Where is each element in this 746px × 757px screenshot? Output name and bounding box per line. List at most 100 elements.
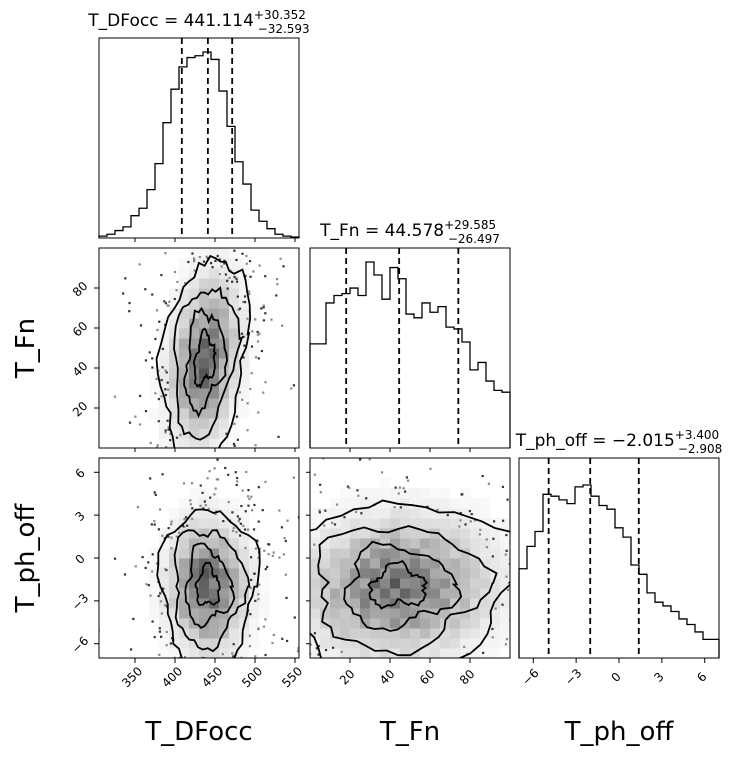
sample-point [262,630,264,632]
sample-point [214,259,217,263]
sample-point [505,549,508,552]
density-cell [430,508,441,519]
density-cell [209,288,220,299]
density-cell [370,618,381,629]
density-cell [149,388,160,399]
density-cell [460,638,471,649]
sample-point [410,694,412,696]
density-cell [400,638,411,649]
sample-point [202,260,206,263]
density-cell [179,388,190,399]
scatter-panel-T_Fn-T_ph_off [221,457,553,706]
sample-point [468,510,471,513]
sample-point [388,690,390,692]
sample-point [151,357,154,360]
sample-point [541,578,543,580]
sample-point [158,508,162,511]
density-cell [219,368,230,379]
sample-point [302,604,304,606]
density-cell [229,618,240,629]
sample-point [359,458,362,461]
sample-point [161,347,164,350]
density-cell [199,618,210,629]
density-cell [330,528,341,539]
contour-level-3 [343,540,463,632]
density-cell [169,408,180,419]
density-cell [380,568,391,579]
density-cell [370,558,381,569]
sample-point [136,701,138,703]
density-cell [209,618,220,629]
sample-point [165,463,167,465]
sample-point [144,288,147,291]
sample-point [252,528,256,531]
sample-point [191,714,193,716]
sample-point [286,704,288,706]
sample-point [323,524,326,527]
sample-point [278,556,281,559]
density-cell [199,498,210,509]
contour-level-4 [367,560,429,610]
sample-point [258,264,261,267]
sample-point [217,478,220,481]
sample-point [221,459,223,461]
density-cell [229,518,240,529]
sample-point [262,391,265,394]
sample-point [218,272,222,276]
density-cell [310,648,321,658]
density-cell [159,408,170,419]
sample-point [215,244,217,246]
sample-point [242,300,245,304]
density-cell [310,638,321,649]
sample-point [285,596,288,600]
density-cell [420,538,431,549]
sample-point [209,262,213,265]
sample-point [413,664,415,666]
sample-point [158,653,161,656]
density-cell [470,628,481,639]
sample-point [439,698,441,700]
density-cell [360,598,371,609]
density-cell [159,528,170,539]
sample-point [240,504,243,508]
density-cell [470,578,481,589]
density-cell [219,558,230,569]
density-cell [440,608,451,619]
density-cell [440,568,451,579]
sample-point [271,641,274,645]
density-cell [259,608,270,619]
density-cell [430,568,441,579]
density-cell [259,578,270,589]
sample-point [551,504,553,506]
density-cell [179,498,190,509]
density-cell [350,518,361,529]
sample-point [161,366,164,369]
sample-point [186,477,188,479]
sample-point [201,665,203,667]
sample-point [167,535,170,538]
sample-point [227,500,230,504]
sample-point [184,516,188,519]
density-cell [229,378,240,389]
density-cell [370,488,381,499]
sample-point [534,560,536,562]
density-cell [440,558,451,569]
sample-point [247,664,249,666]
title-lower-error: −32.593 [258,22,310,36]
sample-point [154,337,157,341]
density-cell [430,588,441,599]
density-cell [410,588,421,599]
density-cell [159,318,170,329]
sample-point [165,644,168,647]
density-cell [199,268,210,279]
sample-point [247,528,250,531]
density-cell [219,278,230,289]
sample-point [485,538,488,541]
sample-point [248,645,251,648]
density-cell [209,648,220,658]
density-cell [480,618,491,629]
density-cell [169,318,180,329]
density-cell [460,588,471,599]
sample-point [379,695,381,697]
sample-point [501,519,505,522]
